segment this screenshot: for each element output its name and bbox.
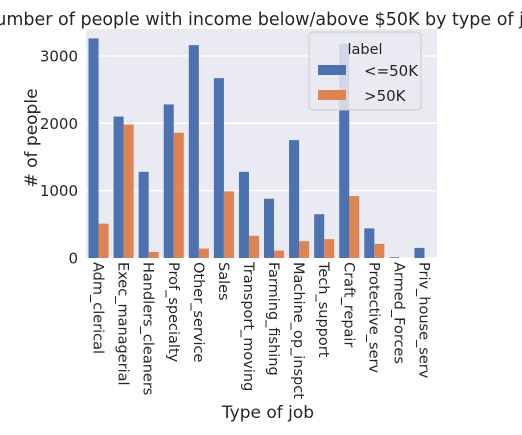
x-tick-label: Other_service	[190, 262, 206, 362]
legend-swatch-above-50k	[318, 90, 346, 100]
x-tick-label: Transport_moving	[240, 261, 256, 391]
bar	[199, 249, 209, 258]
bar	[264, 199, 274, 258]
bar	[374, 244, 384, 258]
bar	[249, 236, 259, 258]
x-tick-label: Tech_support	[315, 261, 331, 358]
x-tick-label: Farming_fishing	[265, 262, 281, 376]
bar	[314, 214, 324, 258]
bar	[139, 172, 149, 258]
bar	[224, 191, 234, 258]
bar	[114, 117, 124, 258]
x-tick-label: Prof_specialty	[165, 262, 181, 363]
legend-label-below-50k: <=50K	[364, 62, 419, 80]
x-tick-labels: Adm_clerical Exec_managerial Handlers_clea…	[90, 261, 432, 399]
x-tick-label: Handlers_cleaners	[140, 262, 156, 395]
bar	[164, 104, 174, 258]
bar	[274, 251, 284, 258]
bar	[414, 248, 424, 258]
bar	[189, 45, 199, 258]
y-tick-label: 3000	[40, 47, 78, 65]
x-tick-label: Priv_house_serv	[415, 262, 431, 379]
bar	[214, 78, 224, 258]
y-tick-label: 2000	[40, 115, 78, 133]
legend: label <=50K >50K	[309, 32, 421, 110]
bar	[364, 228, 374, 258]
x-tick-label: Sales	[215, 262, 231, 301]
chart-title: Number of people with income below/above…	[0, 10, 522, 30]
bar	[124, 125, 134, 258]
x-tick-label: Machine_op_inspct	[290, 262, 306, 399]
bar	[149, 252, 159, 258]
legend-swatch-below-50k	[318, 65, 346, 75]
bar	[299, 241, 309, 258]
x-tick-label: Protective_serv	[365, 262, 381, 373]
y-tick-labels: 0 1000 2000 3000	[40, 47, 78, 267]
bar	[89, 38, 99, 258]
x-tick-label: Craft_repair	[340, 262, 356, 347]
y-tick-label: 1000	[40, 182, 78, 200]
bar	[239, 172, 249, 258]
legend-title: label	[347, 42, 382, 58]
x-tick-label: Armed_Forces	[390, 262, 406, 364]
bar	[174, 133, 184, 258]
x-axis-label: Type of job	[221, 403, 314, 423]
x-tick-label: Exec_managerial	[115, 262, 131, 386]
bar	[389, 257, 399, 258]
bar	[324, 239, 334, 258]
y-tick-label: 0	[68, 250, 78, 268]
x-tick-label: Adm_clerical	[90, 262, 106, 354]
legend-label-above-50k: >50K	[364, 87, 407, 105]
bar	[289, 140, 299, 258]
bar	[349, 196, 359, 258]
y-axis-label: # of people	[22, 88, 42, 187]
bar	[99, 224, 109, 258]
